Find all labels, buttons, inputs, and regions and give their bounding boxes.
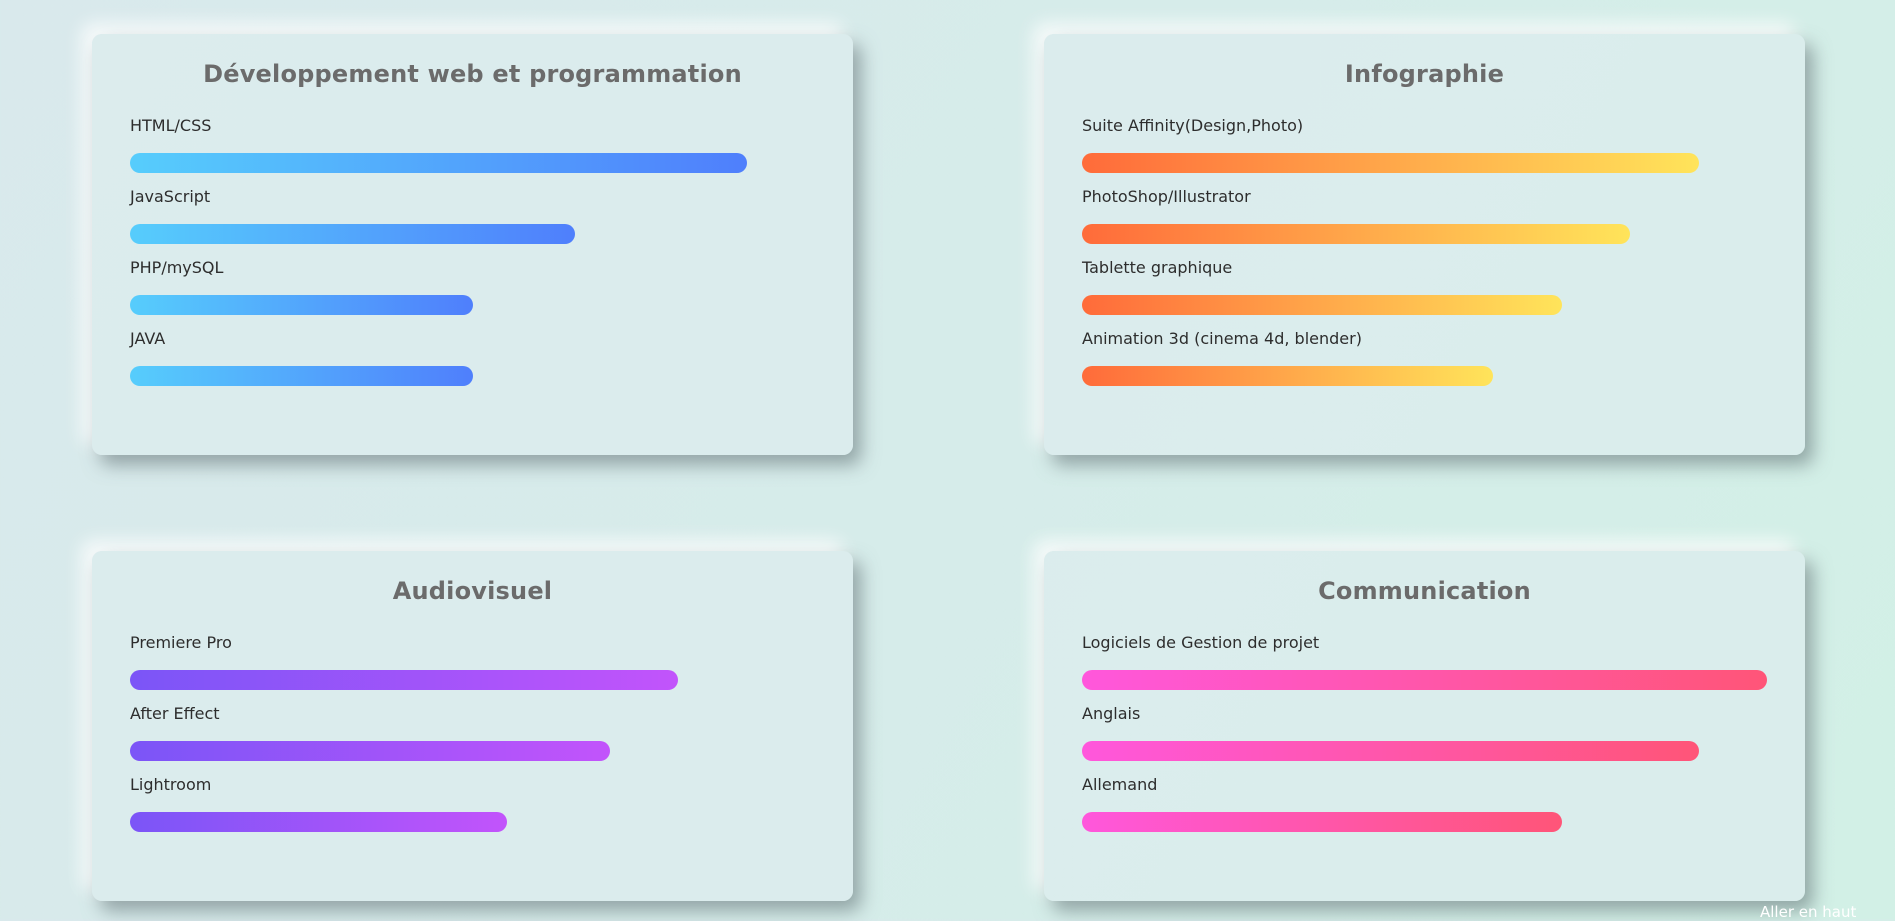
skill-label: After Effect (130, 704, 220, 723)
skill-label: Logiciels de Gestion de projet (1082, 633, 1320, 652)
skill-label: Animation 3d (cinema 4d, blender) (1082, 329, 1362, 348)
skill-item: Logiciels de Gestion de projet (1082, 632, 1767, 703)
skill-label: JavaScript (130, 187, 211, 206)
skill-item: Allemand (1082, 774, 1767, 845)
skill-bar-track (1082, 670, 1767, 690)
card-title: Développement web et programmation (203, 60, 742, 88)
skill-label: PhotoShop/Illustrator (1082, 187, 1251, 206)
skill-label: HTML/CSS (130, 116, 212, 135)
back-to-top-link[interactable]: Aller en haut (1760, 903, 1857, 921)
skill-bar-track (130, 741, 815, 761)
skill-bar-track (130, 295, 815, 315)
skill-item: HTML/CSS (130, 115, 815, 186)
skill-bar-track (130, 812, 815, 832)
skill-bar-fill (130, 224, 576, 244)
skill-bar-fill (1082, 366, 1493, 386)
skill-bar-fill (130, 366, 473, 386)
skill-bar-fill (1082, 741, 1699, 761)
skill-item: Animation 3d (cinema 4d, blender) (1082, 328, 1767, 399)
skill-bar-fill (130, 670, 678, 690)
skill-bar-fill (1082, 812, 1562, 832)
card-title: Infographie (1344, 60, 1505, 88)
skill-bar-fill (1082, 670, 1767, 690)
skill-bar-track (130, 224, 815, 244)
skill-bar-fill (1082, 153, 1699, 173)
skill-item: Tablette graphique (1082, 257, 1767, 328)
skill-bar-track (1082, 153, 1767, 173)
skill-bar-track (130, 366, 815, 386)
skill-item: Suite Affinity(Design,Photo) (1082, 115, 1767, 186)
skill-label: Tablette graphique (1082, 258, 1233, 277)
skill-item: JavaScript (130, 186, 815, 257)
skill-bar-fill (130, 741, 610, 761)
skill-item: Premiere Pro (130, 632, 815, 703)
skill-label: Lightroom (130, 775, 212, 794)
skill-bar-track (1082, 812, 1767, 832)
skill-bar-track (1082, 741, 1767, 761)
skill-label: Anglais (1082, 704, 1141, 723)
skill-bar-fill (130, 295, 473, 315)
skill-label: JAVA (130, 329, 166, 348)
card-title: Audiovisuel (392, 577, 553, 605)
skills-card-audiovisuel: Audiovisuel Premiere Pro After Effect Li… (92, 551, 853, 901)
skill-item: Lightroom (130, 774, 815, 845)
skill-item: After Effect (130, 703, 815, 774)
skill-bar-fill (130, 153, 747, 173)
skills-card-infographie: Infographie Suite Affinity(Design,Photo)… (1044, 34, 1805, 455)
card-title: Communication (1318, 577, 1531, 605)
skill-label: Allemand (1082, 775, 1158, 794)
skill-item: PhotoShop/Illustrator (1082, 186, 1767, 257)
skill-item: Anglais (1082, 703, 1767, 774)
skill-item: PHP/mySQL (130, 257, 815, 328)
skill-label: Premiere Pro (130, 633, 232, 652)
skill-bar-track (130, 670, 815, 690)
skill-bar-track (1082, 295, 1767, 315)
skill-label: PHP/mySQL (130, 258, 224, 277)
skills-card-web-dev: Développement web et programmation HTML/… (92, 34, 853, 455)
skill-bar-track (130, 153, 815, 173)
skill-bar-fill (130, 812, 507, 832)
skill-bar-fill (1082, 295, 1562, 315)
skill-label: Suite Affinity(Design,Photo) (1082, 116, 1304, 135)
skills-card-communication: Communication Logiciels de Gestion de pr… (1044, 551, 1805, 901)
skill-bar-fill (1082, 224, 1630, 244)
skill-bar-track (1082, 366, 1767, 386)
skill-item: JAVA (130, 328, 815, 399)
skill-bar-track (1082, 224, 1767, 244)
